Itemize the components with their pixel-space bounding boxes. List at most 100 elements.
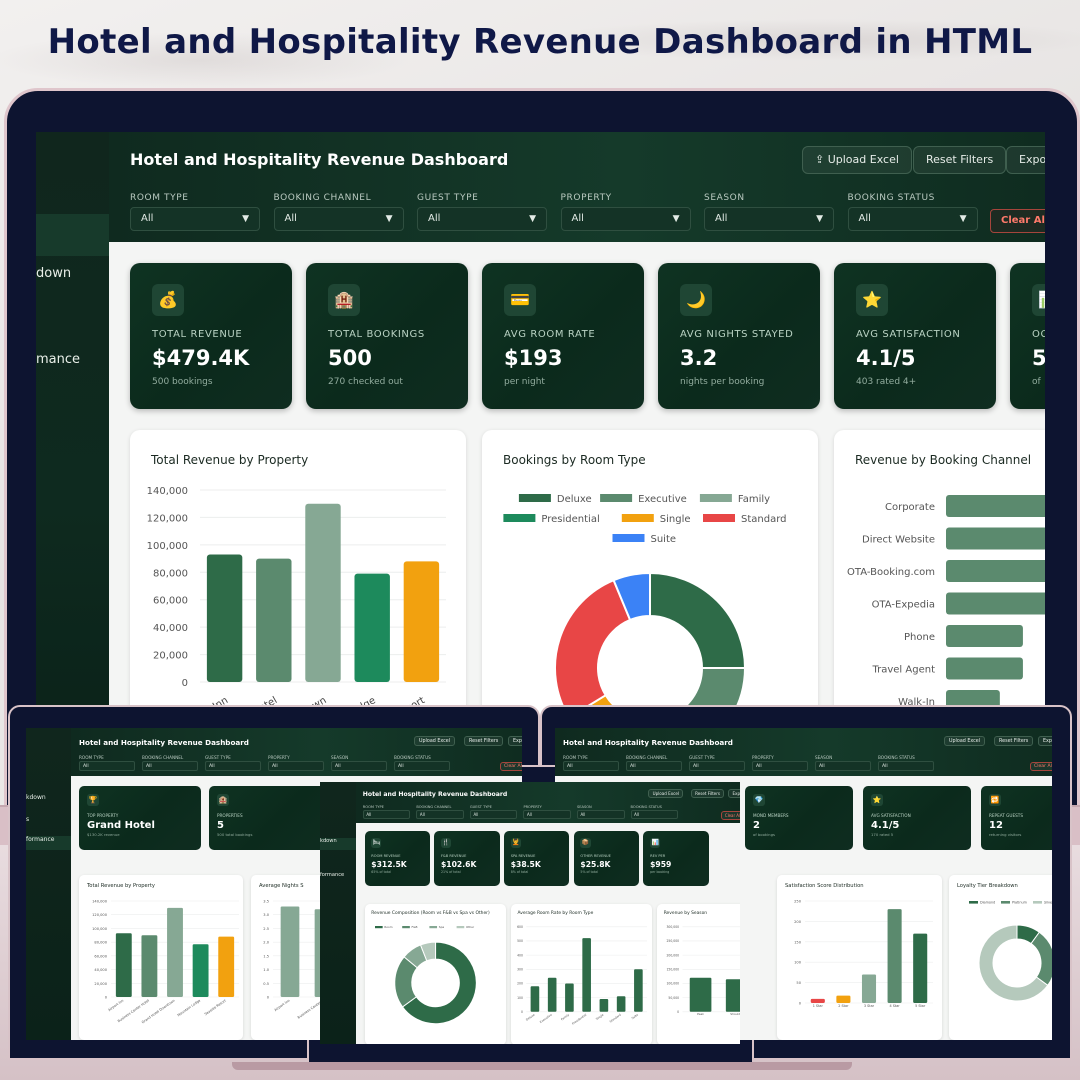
filter-label: BOOKING STATUS	[847, 193, 935, 203]
legend-swatch	[518, 494, 551, 502]
filter-value: All	[571, 213, 584, 224]
export-button[interactable]: Expor	[508, 736, 522, 746]
y-tick-label: 2.0	[263, 941, 269, 945]
filter-label: BOOKING CHANNEL	[626, 755, 668, 760]
sidebar-item-breakdown[interactable]: down	[36, 266, 72, 281]
filter-label: GUEST TYPE	[469, 804, 492, 809]
filter-select[interactable]: All	[362, 810, 411, 819]
y-tick-label: 80,000	[94, 941, 107, 945]
sidebar-item[interactable]: kdown	[320, 838, 356, 850]
reset-filters-button[interactable]: Reset Filters	[690, 788, 725, 799]
filter-label: BOOKING STATUS	[630, 804, 662, 809]
y-tick-label: 150,000	[666, 967, 679, 971]
filter-room-type: ROOM TYPE All ▼	[130, 193, 260, 231]
filter-select[interactable]: All	[331, 761, 387, 771]
card-title: Bookings by Room Type	[503, 453, 646, 467]
y-tick-label: 100,000	[147, 541, 188, 552]
donut-slice	[612, 571, 651, 622]
kpi-label: AVG SATISFACTION	[871, 813, 911, 818]
bar	[810, 998, 825, 1003]
filter-select[interactable]: All	[626, 761, 682, 771]
filter-label: GUEST TYPE	[417, 193, 479, 203]
filter-select[interactable]: All	[689, 761, 745, 771]
legend-swatch	[374, 925, 383, 928]
top-bar: Hotel and Hospitality Revenue Dashboard U…	[555, 728, 1052, 776]
filter-select[interactable]: All	[523, 810, 572, 819]
filter-value: All	[284, 213, 297, 224]
clear-all-button[interactable]: Clear All	[990, 209, 1045, 233]
kpi-card: 🍴 F&B REVENUE $102.6K 21% of total	[434, 831, 500, 886]
x-tick-label: Standard	[608, 1012, 621, 1023]
reset-filters-button[interactable]: Reset Filters	[464, 736, 504, 746]
chevron-down-icon: ▼	[529, 214, 536, 224]
sidebar-item[interactable]: s	[26, 816, 30, 823]
kpi-value: 12	[989, 820, 1003, 831]
filter-select[interactable]: All ▼	[560, 207, 691, 231]
filter-select[interactable]: All	[205, 761, 261, 771]
filter-select[interactable]: All	[142, 761, 198, 771]
upload-excel-button[interactable]: ⇪ Upload Excel	[802, 146, 912, 174]
chart-card: Average Room Rate by Room Type 600 500 400 3…	[510, 904, 652, 1044]
kpi-subtext: 170 rated 5	[871, 832, 894, 837]
sidebar-item-performance[interactable]: mance	[36, 352, 81, 367]
filter-select[interactable]: All ▼	[273, 207, 404, 231]
donut-slice	[978, 924, 1049, 1002]
kpi-card: 💳 AVG ROOM RATE $193 per night	[482, 263, 644, 409]
trophy-icon: 🏆	[87, 794, 99, 806]
x-tick-label: Seaside Resort	[204, 998, 227, 1016]
card-title: Revenue by Season	[663, 911, 708, 917]
chevron-down-icon: ▼	[816, 214, 823, 224]
upload-excel-button[interactable]: Upload Excel	[648, 788, 684, 799]
filter-select[interactable]: All	[416, 810, 464, 819]
legend-label: Presidential	[541, 514, 599, 525]
legend-label: Deluxe	[557, 494, 592, 505]
export-button[interactable]: Expor	[728, 788, 740, 799]
kpi-subtext: 65% of total	[371, 870, 391, 875]
clear-all-button[interactable]: Clear All	[500, 762, 522, 771]
hotel-icon: 🏨	[217, 794, 229, 806]
y-tick-label: 500	[517, 939, 523, 943]
reset-filters-button[interactable]: Reset Filters	[994, 736, 1034, 746]
upload-excel-button[interactable]: Upload Excel	[944, 736, 986, 746]
reset-filters-button[interactable]: Reset Filters	[913, 146, 1007, 174]
sidebar-item[interactable]: formance	[26, 836, 71, 850]
kpi-subtext: 403 rated 4+	[856, 377, 917, 387]
export-button[interactable]: Expor	[1038, 736, 1052, 746]
export-button[interactable]: Expor	[1006, 146, 1045, 174]
y-tick-label: 80,000	[153, 568, 188, 579]
filter-select[interactable]: All	[268, 761, 324, 771]
filter-select[interactable]: All ▼	[417, 207, 547, 231]
filter-select[interactable]: All	[815, 761, 871, 771]
filter-select[interactable]: All ▼	[130, 207, 260, 231]
filter-select[interactable]: All	[577, 810, 625, 819]
filter-select[interactable]: All	[563, 761, 619, 771]
clear-all-button[interactable]: Clear All	[1030, 762, 1052, 771]
upload-excel-button[interactable]: Upload Excel	[414, 736, 456, 746]
filter-select[interactable]: All ▼	[704, 207, 834, 231]
filter-select[interactable]: All	[79, 761, 135, 771]
filter-select[interactable]: All	[878, 761, 934, 771]
x-tick-label: Airport Inn	[107, 999, 124, 1013]
filter-select[interactable]: All	[469, 810, 518, 819]
clear-all-button[interactable]: Clear All	[721, 810, 740, 820]
sidebar-item[interactable]: formance	[320, 872, 345, 878]
x-tick-label: 5 Star	[915, 1004, 926, 1008]
filter-select[interactable]: All ▼	[847, 207, 978, 231]
sidebar-item[interactable]: kdown	[26, 794, 46, 801]
bar	[256, 558, 292, 682]
legend-label: Family	[738, 494, 770, 505]
kpi-card: 📦 OTHER REVENUE $25.8K 5% of total	[573, 831, 640, 886]
chart-card: Revenue by Season 300,000 250,000 200,000 15…	[656, 904, 740, 1044]
y-tick-label: 0	[182, 678, 188, 689]
bar	[218, 936, 235, 997]
filter-label: PROPERTY	[268, 755, 290, 760]
dashboard-title: Hotel and Hospitality Revenue Dashboard	[362, 790, 508, 798]
filter-select[interactable]: All	[752, 761, 808, 771]
upload-icon: ⇪	[815, 153, 828, 166]
filter-select[interactable]: All	[630, 810, 679, 819]
y-tick-label: 0	[677, 1010, 679, 1014]
filter-select[interactable]: All	[394, 761, 450, 771]
y-tick-label: 300	[517, 967, 523, 971]
sidebar-item-active[interactable]	[36, 214, 109, 256]
kpi-value: 4.1/5	[871, 820, 900, 831]
